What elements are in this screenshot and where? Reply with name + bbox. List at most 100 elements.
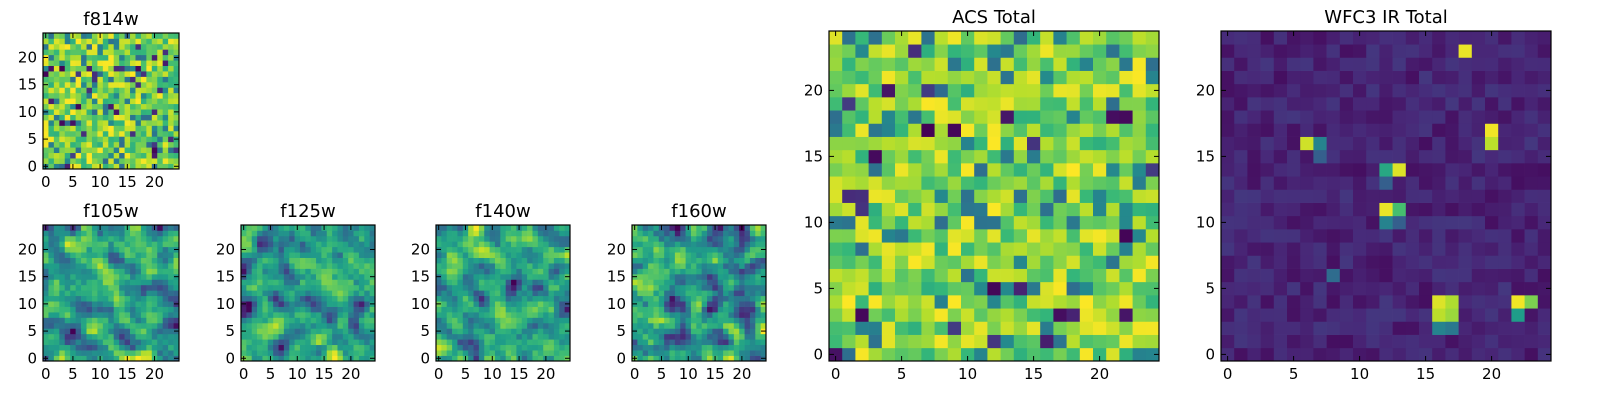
heatmap-cell	[157, 268, 164, 275]
heatmap-cell	[755, 344, 761, 351]
heatmap-cell	[987, 110, 1001, 124]
heatmap-cell	[119, 257, 125, 264]
heatmap-cell	[332, 322, 338, 329]
heatmap-cell	[696, 246, 703, 253]
heatmap-cell	[1273, 57, 1288, 71]
heatmap-cell	[326, 263, 333, 269]
heatmap-cell	[91, 273, 98, 280]
heatmap-cell	[332, 246, 338, 253]
heatmap-cell	[1247, 255, 1261, 269]
heatmap-cell	[48, 60, 55, 66]
heatmap-cell	[696, 225, 703, 231]
heatmap-cell	[342, 252, 349, 258]
heatmap-cell	[1432, 70, 1446, 85]
heatmap-cell	[53, 130, 60, 137]
heatmap-cell	[146, 33, 153, 39]
heatmap-cell	[1313, 70, 1327, 85]
heatmap-cell	[140, 43, 147, 50]
heatmap-cell	[1445, 281, 1459, 296]
heatmap-cell	[75, 312, 82, 318]
heatmap-cell	[842, 31, 856, 45]
heatmap-cell	[283, 355, 290, 362]
heatmap-cell	[130, 141, 136, 148]
heatmap-cell	[1537, 110, 1552, 124]
heatmap-cell	[135, 290, 142, 297]
heatmap-cell	[1366, 136, 1380, 151]
heatmap-cell	[146, 49, 153, 56]
heatmap-cell	[119, 263, 125, 269]
heatmap-cell	[151, 246, 158, 253]
heatmap-cell	[135, 103, 142, 110]
heatmap-cell	[1379, 31, 1393, 45]
heatmap-cell	[348, 230, 354, 237]
heatmap-cell	[1511, 202, 1525, 217]
heatmap-cell	[342, 328, 349, 335]
heatmap-cell	[1313, 242, 1327, 256]
heatmap-cell	[961, 202, 975, 217]
heatmap-cell	[749, 273, 756, 280]
heatmap-cell	[1392, 215, 1407, 230]
y-tick-label: 15	[216, 268, 235, 286]
heatmap-cell	[364, 328, 370, 335]
heatmap-cell	[947, 44, 962, 58]
heatmap-cell	[108, 317, 115, 324]
heatmap-cell	[696, 301, 703, 307]
heatmap-cell	[332, 279, 338, 286]
heatmap-cell	[321, 339, 328, 346]
heatmap-cell	[642, 350, 649, 356]
heatmap-cell	[332, 344, 338, 351]
heatmap-cell	[934, 176, 949, 190]
heatmap-cell	[75, 109, 82, 115]
heatmap-cell	[86, 109, 93, 115]
heatmap-cell	[441, 235, 448, 242]
heatmap-cell	[251, 230, 258, 237]
heatmap-cell	[53, 263, 60, 269]
heatmap-cell	[1537, 31, 1552, 45]
heatmap-cell	[1119, 163, 1133, 177]
heatmap-cell	[1432, 136, 1446, 151]
heatmap-cell	[59, 322, 66, 329]
heatmap-cell	[500, 230, 507, 237]
heatmap-cell	[1247, 242, 1261, 256]
heatmap-cell	[1053, 189, 1067, 203]
heatmap-cell	[527, 295, 533, 302]
heatmap-cell	[701, 230, 708, 237]
heatmap-cell	[364, 322, 370, 329]
heatmap-cell	[1106, 176, 1120, 190]
heatmap-cell	[273, 312, 279, 318]
heatmap-cell	[868, 31, 883, 45]
heatmap-cell	[310, 284, 317, 291]
heatmap-cell	[130, 76, 136, 83]
heatmap-cell	[59, 163, 66, 170]
heatmap-cell	[473, 350, 480, 356]
heatmap-cell	[251, 355, 258, 362]
heatmap-cell	[316, 355, 322, 362]
heatmap-cell	[505, 344, 512, 351]
heatmap-cell	[658, 268, 665, 275]
heatmap-cell	[1339, 83, 1354, 98]
heatmap-cell	[91, 301, 98, 307]
heatmap-cell	[744, 312, 751, 318]
heatmap-cell	[1313, 163, 1327, 177]
heatmap-cell	[113, 33, 120, 39]
heatmap-cell	[97, 120, 104, 126]
heatmap-cell	[733, 312, 740, 318]
heatmap-cell	[829, 347, 843, 362]
heatmap-cell	[723, 246, 729, 253]
heatmap-cell	[1234, 215, 1248, 230]
heatmap-cell	[316, 350, 322, 356]
heatmap-cell	[760, 350, 767, 356]
heatmap-cell	[86, 295, 93, 302]
heatmap-cell	[321, 328, 328, 335]
heatmap-cell	[1511, 44, 1525, 58]
heatmap-cell	[70, 60, 76, 66]
heatmap-cell	[1273, 123, 1288, 137]
heatmap-cell	[881, 110, 896, 124]
heatmap-cell	[921, 70, 935, 85]
heatmap-cell	[257, 312, 263, 318]
heatmap-cell	[855, 281, 869, 296]
heatmap-cell	[75, 328, 82, 335]
heatmap-cell	[723, 306, 729, 313]
heatmap-cell	[305, 306, 312, 313]
heatmap-cell	[91, 246, 98, 253]
